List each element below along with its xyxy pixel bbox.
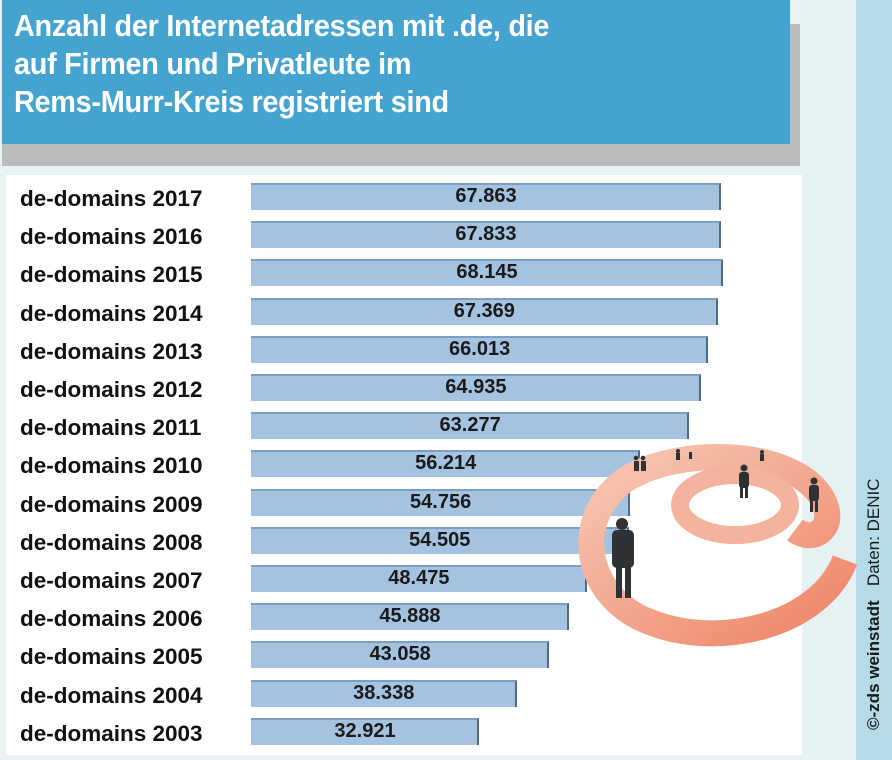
bar — [251, 565, 587, 592]
bar-value-label: 67.833 — [455, 223, 517, 246]
credit-text: ©-zds weinstadt Daten: DENIC — [864, 478, 884, 730]
person-icon — [689, 452, 692, 459]
person-icon — [739, 464, 749, 498]
chart-title-line-3: Rems-Murr-Kreis registriert sind — [14, 84, 449, 119]
title-box: Anzahl der Internetadressen mit .de, die… — [2, 0, 790, 144]
bar — [251, 335, 709, 363]
credit-strip — [856, 0, 892, 760]
bar-value-label: 32.921 — [334, 719, 396, 742]
category-label: de-domains 2011 — [20, 415, 202, 441]
chart-title-line-2: auf Firmen und Privatleute im — [14, 46, 412, 81]
bar-value-label: 67.863 — [455, 185, 517, 207]
bar — [251, 679, 517, 707]
person-icon — [633, 455, 639, 471]
bar-value-label: 45.888 — [379, 605, 441, 628]
bar-value-label: 48.475 — [388, 567, 450, 589]
bar-value-label: 43.058 — [369, 643, 431, 666]
category-label: de-domains 2007 — [20, 568, 203, 593]
bar-value-label: 64.935 — [445, 376, 507, 398]
category-label: de-domains 2016 — [20, 224, 203, 250]
category-label: de-domains 2012 — [20, 377, 203, 402]
category-label: de-domains 2017 — [20, 186, 203, 211]
bar — [251, 641, 550, 669]
bar — [251, 488, 631, 516]
person-icon — [676, 449, 680, 460]
bar — [251, 183, 722, 210]
bar-value-label: 66.013 — [449, 337, 511, 360]
source-label: Daten: DENIC — [864, 478, 883, 587]
bar — [251, 450, 641, 478]
bar-value-label: 63.277 — [439, 414, 501, 437]
copyright-label: ©-zds weinstadt — [864, 600, 883, 730]
category-label: de-domains 2014 — [20, 300, 203, 326]
people-silhouettes — [612, 449, 819, 598]
bar-value-label: 67.369 — [453, 299, 515, 322]
bar — [251, 603, 569, 631]
category-label: de-domains 2008 — [20, 529, 203, 555]
bar — [251, 717, 480, 745]
category-label: de-domains 2005 — [20, 644, 203, 670]
bar — [251, 221, 721, 249]
bar — [251, 374, 701, 401]
category-label: de-domains 2015 — [20, 262, 203, 288]
category-label: de-domains 2006 — [20, 606, 203, 632]
bar-value-label: 54.756 — [410, 490, 472, 513]
chart-title-line-1: Anzahl der Internetadressen mit .de, die — [14, 8, 550, 43]
background-strip — [800, 0, 856, 760]
person-icon — [760, 450, 764, 461]
category-label: de-domains 2010 — [20, 453, 203, 479]
category-label: de-domains 2013 — [20, 338, 203, 364]
category-label: de-domains 2009 — [20, 491, 203, 517]
bar — [251, 412, 690, 440]
person-icon — [640, 455, 646, 471]
category-label: de-domains 2004 — [20, 682, 203, 708]
bar-value-label: 38.338 — [353, 681, 415, 704]
bar-value-label: 56.214 — [415, 452, 477, 475]
bar-value-label: 54.505 — [409, 528, 471, 551]
bar — [251, 259, 723, 287]
person-icon — [612, 518, 634, 598]
person-icon — [809, 477, 819, 512]
bar — [251, 526, 629, 554]
bar — [251, 297, 718, 325]
bar-value-label: 68.145 — [456, 261, 518, 284]
at-symbol-icon — [578, 444, 858, 647]
category-label: de-domains 2003 — [20, 720, 203, 746]
